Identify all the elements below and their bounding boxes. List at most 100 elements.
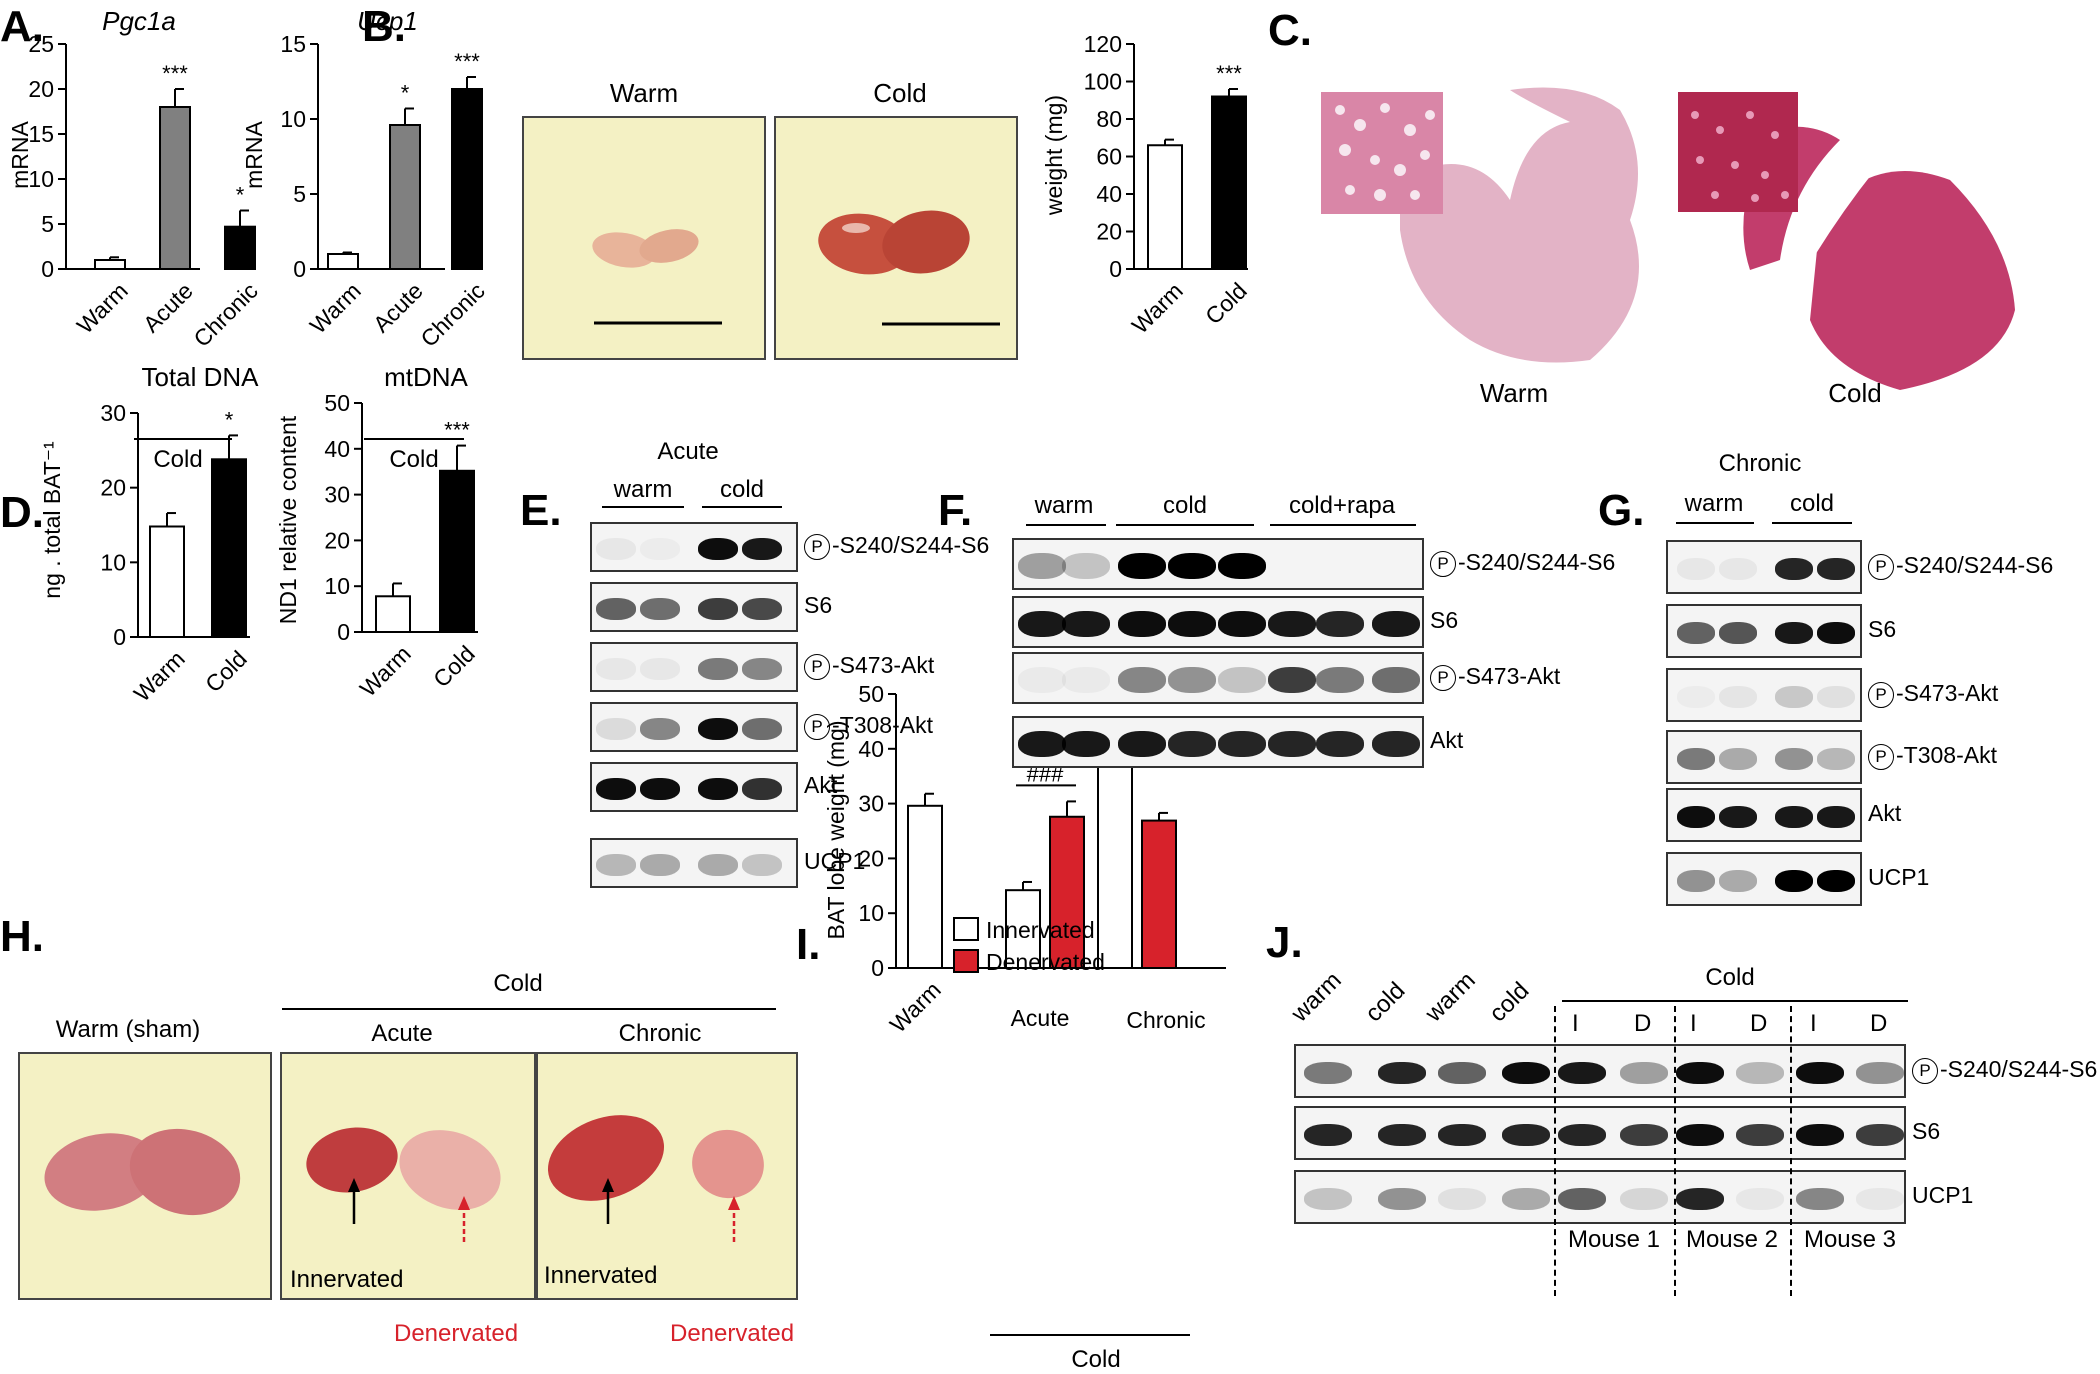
blot-row-label: P -S240/S244-S6: [1868, 552, 2053, 580]
blot-band: [640, 658, 680, 680]
y-axis-label: BAT lobe weight (mg): [823, 720, 849, 939]
blot-band: [1719, 748, 1757, 770]
y-tick-label: 120: [1084, 31, 1122, 57]
bar-innervated: [1005, 889, 1041, 970]
cold-header: Cold: [493, 970, 543, 997]
bar: [375, 595, 411, 633]
blot-band: [742, 718, 782, 740]
significance-label: ***: [1216, 61, 1242, 86]
blot-band: [1118, 553, 1166, 579]
innervated-label: Innervated: [290, 1266, 404, 1293]
blot-band: [1062, 667, 1110, 693]
y-tick-label: 0: [41, 256, 54, 282]
blot-strip: [1012, 596, 1424, 648]
histology-label-warm: Warm: [1479, 378, 1549, 408]
blot-band: [1018, 731, 1066, 757]
blot-band: [698, 538, 738, 560]
panel-label-h: H.: [0, 912, 44, 961]
blot-band: [596, 778, 636, 800]
blot-strip: [590, 582, 798, 632]
blot-band: [742, 778, 782, 800]
x-tick-label: Chronic: [415, 277, 489, 351]
y-tick-label: 40: [858, 736, 884, 762]
blot-band: [1502, 1124, 1550, 1146]
blot-band: [1719, 806, 1757, 828]
lane-label: I: [1572, 1010, 1579, 1037]
denervated-label: Denervated: [394, 1320, 519, 1347]
blot-band: [640, 718, 680, 740]
x-tick-label: Acute: [138, 277, 198, 337]
blot-band: [1118, 731, 1166, 757]
blot-row-text: -T308-Akt: [832, 712, 933, 738]
blot-band: [1796, 1188, 1844, 1210]
y-tick-label: 30: [324, 482, 350, 508]
y-tick-label: 0: [293, 256, 306, 282]
y-tick-label: 0: [337, 619, 350, 645]
histology-inset-cold: [1678, 92, 1798, 212]
blot-band: [1168, 611, 1216, 637]
blot-band: [1817, 686, 1855, 708]
bar: [389, 124, 421, 270]
blot-band: [1502, 1188, 1550, 1210]
blot-row-label: Akt: [1868, 800, 1901, 827]
blot-band: [1676, 1124, 1724, 1146]
group-line: [1562, 1000, 1908, 1002]
x-tick-label: Acute: [1011, 1005, 1070, 1031]
blot-strip: [1294, 1170, 1906, 1224]
legend-label: Denervated: [986, 949, 1105, 975]
blot-band: [1268, 667, 1316, 693]
group-label: cold: [1162, 492, 1208, 519]
blot-band: [1856, 1188, 1904, 1210]
y-tick-label: 50: [858, 681, 884, 707]
innervated-label: Innervated: [544, 1262, 658, 1289]
blot-band: [1118, 667, 1166, 693]
y-tick-label: 10: [280, 106, 306, 132]
x-tick-label: Warm: [885, 976, 946, 1037]
bat-photo-chronic: [536, 1052, 798, 1300]
blot-band: [596, 718, 636, 740]
y-axis-label: ng . total BAT⁻¹: [39, 441, 65, 599]
blot-band: [1677, 748, 1715, 770]
x-tick-label: Chronic: [1126, 1007, 1205, 1033]
blot-band: [698, 598, 738, 620]
x-tick-label: Warm: [305, 277, 366, 338]
blot-band: [1316, 611, 1364, 637]
mouse-divider: [1674, 1006, 1676, 1296]
blot-band: [1218, 553, 1266, 579]
blot-band: [1268, 731, 1316, 757]
phospho-symbol: P: [1430, 664, 1456, 691]
phospho-symbol: P: [1868, 553, 1894, 580]
blot-band: [1856, 1062, 1904, 1084]
blot-band: [1168, 667, 1216, 693]
blot-row-text: -S240/S244-S6: [1896, 552, 2054, 578]
blot-band: [1062, 611, 1110, 637]
legend-swatch-innervated: [953, 917, 979, 941]
blot-band: [1062, 553, 1110, 579]
blot-row-text: UCP1: [1868, 864, 1930, 890]
group-line: [602, 506, 684, 508]
y-tick-label: 10: [28, 166, 54, 192]
y-tick-label: 20: [100, 475, 126, 501]
blot-band: [596, 598, 636, 620]
bar: [211, 458, 247, 638]
blot-band: [1719, 558, 1757, 580]
blot-band: [1796, 1124, 1844, 1146]
x-tick-label: Acute: [368, 277, 428, 337]
cold-group-label: Cold: [1071, 1346, 1121, 1373]
blot-band: [1218, 667, 1266, 693]
bar-warm: [907, 804, 943, 969]
phospho-symbol: P: [1912, 1057, 1938, 1084]
significance-label: *: [401, 81, 410, 106]
bar: [224, 225, 256, 270]
blot-band: [640, 538, 680, 560]
blot-band: [1775, 558, 1813, 580]
blot-row-label: UCP1: [804, 848, 865, 875]
blot-band: [1775, 622, 1813, 644]
group-line: [282, 1008, 776, 1010]
cold-group-line: [134, 438, 232, 440]
cold-group-line: [364, 438, 464, 440]
y-tick-label: 30: [858, 791, 884, 817]
blot-band: [1775, 686, 1813, 708]
x-tick-label: Warm: [355, 640, 416, 701]
